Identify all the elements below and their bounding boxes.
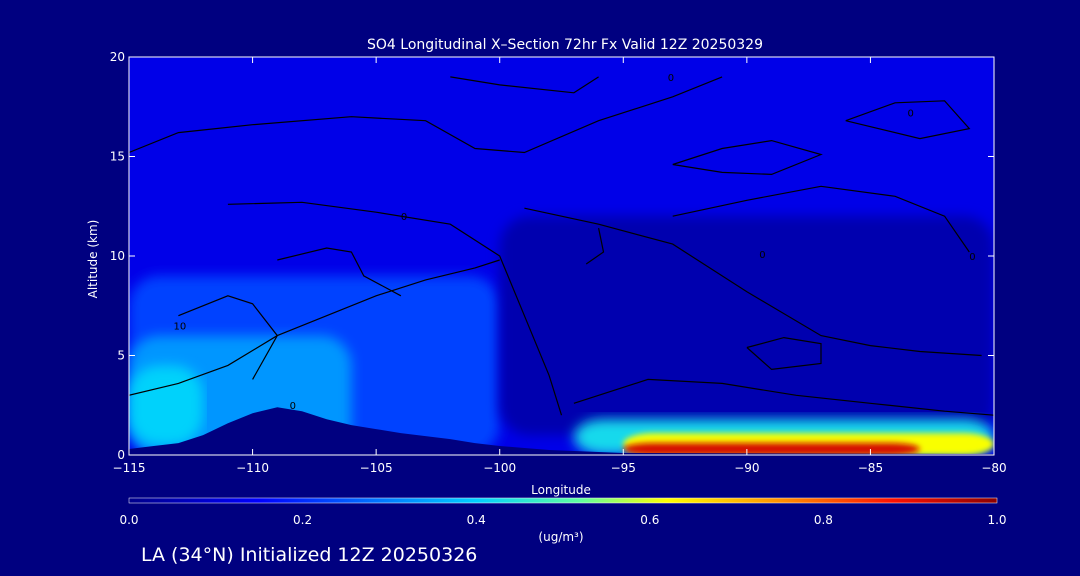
- contour-line: [524, 207, 982, 357]
- y-tick-label: 0: [117, 448, 125, 462]
- contour-label: 10: [173, 322, 186, 333]
- contour-lines: 0 10 0 0 0 0 0: [129, 73, 994, 416]
- contour-line: [129, 259, 500, 396]
- x-tick-label: −90: [734, 461, 759, 475]
- concentration-field: [129, 57, 994, 455]
- colorbar-tick-label: 0.8: [814, 513, 833, 527]
- contour-label: 0: [401, 212, 407, 223]
- contour-line: [845, 100, 971, 140]
- contour-line: [178, 295, 279, 380]
- contour-line: [672, 185, 970, 253]
- y-axis-label: Altitude (km): [86, 220, 100, 299]
- y-tick-label: 15: [110, 150, 125, 164]
- y-tick-label: 5: [117, 349, 125, 363]
- colorbar-label: (ug/m³): [538, 530, 583, 544]
- x-tick-label: −110: [236, 461, 269, 475]
- contour-line: [585, 227, 605, 265]
- footer-initialized-text: LA (34°N) Initialized 12Z 20250326: [141, 544, 477, 566]
- x-tick-label: −100: [483, 461, 516, 475]
- x-tick-label: −105: [360, 461, 393, 475]
- terrain: [129, 407, 994, 455]
- contour-line: [227, 201, 563, 416]
- colorbar-ticks: 0.0 0.2 0.4 0.6 0.8 1.0: [119, 513, 1006, 527]
- colorbar-tick-label: 1.0: [987, 513, 1006, 527]
- x-tick-label: −80: [981, 461, 1006, 475]
- contour-line: [573, 378, 994, 416]
- x-tick-label: −115: [113, 461, 146, 475]
- contour-label: 0: [908, 109, 914, 120]
- contour-label: 0: [668, 73, 674, 84]
- field-region-west-boundary: [129, 365, 204, 446]
- chart-title: SO4 Longitudinal X–Section 72hr Fx Valid…: [367, 37, 763, 53]
- x-axis: −115 −110 −105 −100 −95 −90 −85 −80: [113, 57, 1007, 475]
- x-tick-label: −85: [858, 461, 883, 475]
- contour-label: 0: [759, 250, 765, 261]
- colorbar-tick-label: 0.2: [293, 513, 312, 527]
- contour-line: [277, 247, 402, 297]
- colorbar-tick-label: 0.4: [467, 513, 486, 527]
- contour-label: 0: [290, 401, 296, 412]
- contour-line: [450, 76, 599, 94]
- colorbar-tick-label: 0.0: [119, 513, 138, 527]
- colorbar: [128, 497, 998, 504]
- plot-area: 0 10 0 0 0 0 0: [129, 57, 994, 455]
- contour-line: [746, 336, 822, 371]
- colorbar-tick-label: 0.6: [640, 513, 659, 527]
- y-tick-label: 20: [110, 50, 125, 64]
- y-tick-label: 10: [110, 249, 125, 263]
- contour-line: [672, 139, 823, 176]
- field-region-mid-level: [499, 216, 994, 436]
- field-region-surface-max: [623, 443, 920, 455]
- contour-line: [129, 76, 723, 154]
- x-tick-label: −95: [611, 461, 636, 475]
- x-axis-label: Longitude: [531, 483, 591, 497]
- y-axis: 0 5 10 15 20: [110, 50, 994, 462]
- contour-label: 0: [969, 252, 975, 263]
